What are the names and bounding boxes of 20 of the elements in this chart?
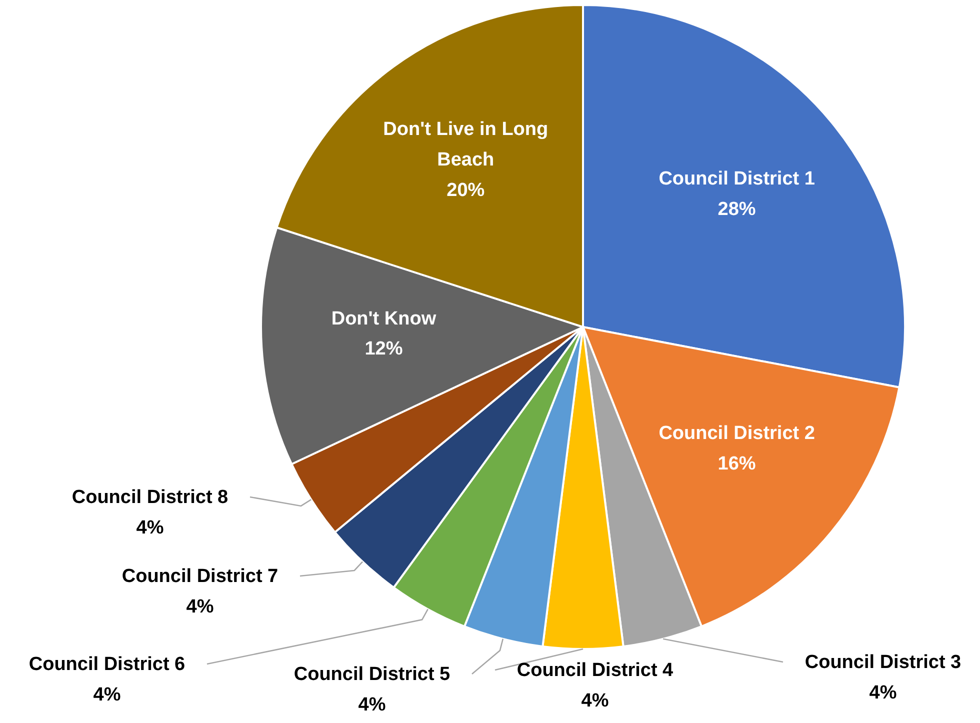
slice-label: Council District 8 (72, 487, 228, 508)
data-label: 4% (581, 690, 609, 712)
slice-label: Don't Know (331, 308, 436, 330)
slice-label: Council District 7 (122, 566, 278, 587)
slice-label: Don't Live in Long Beach (383, 119, 548, 170)
slice-label: Council District 4 (516, 660, 674, 681)
slice-label: Council District 6 (28, 654, 186, 675)
data-label: 4% (186, 596, 214, 618)
data-label: 4% (358, 694, 386, 716)
data-label: 16% (718, 453, 756, 474)
data-label: 28% (718, 198, 756, 220)
data-label: 20% (446, 180, 485, 201)
slice-label: Council District 3 (804, 652, 962, 673)
slice-label: Council District 5 (294, 664, 451, 685)
slice-label: Council District 1 (658, 168, 816, 190)
data-label: 4% (136, 517, 164, 538)
data-label: 12% (364, 338, 403, 360)
data-label: 4% (869, 682, 897, 704)
data-label: 4% (93, 684, 121, 706)
slice-label: Council District 2 (658, 423, 815, 444)
